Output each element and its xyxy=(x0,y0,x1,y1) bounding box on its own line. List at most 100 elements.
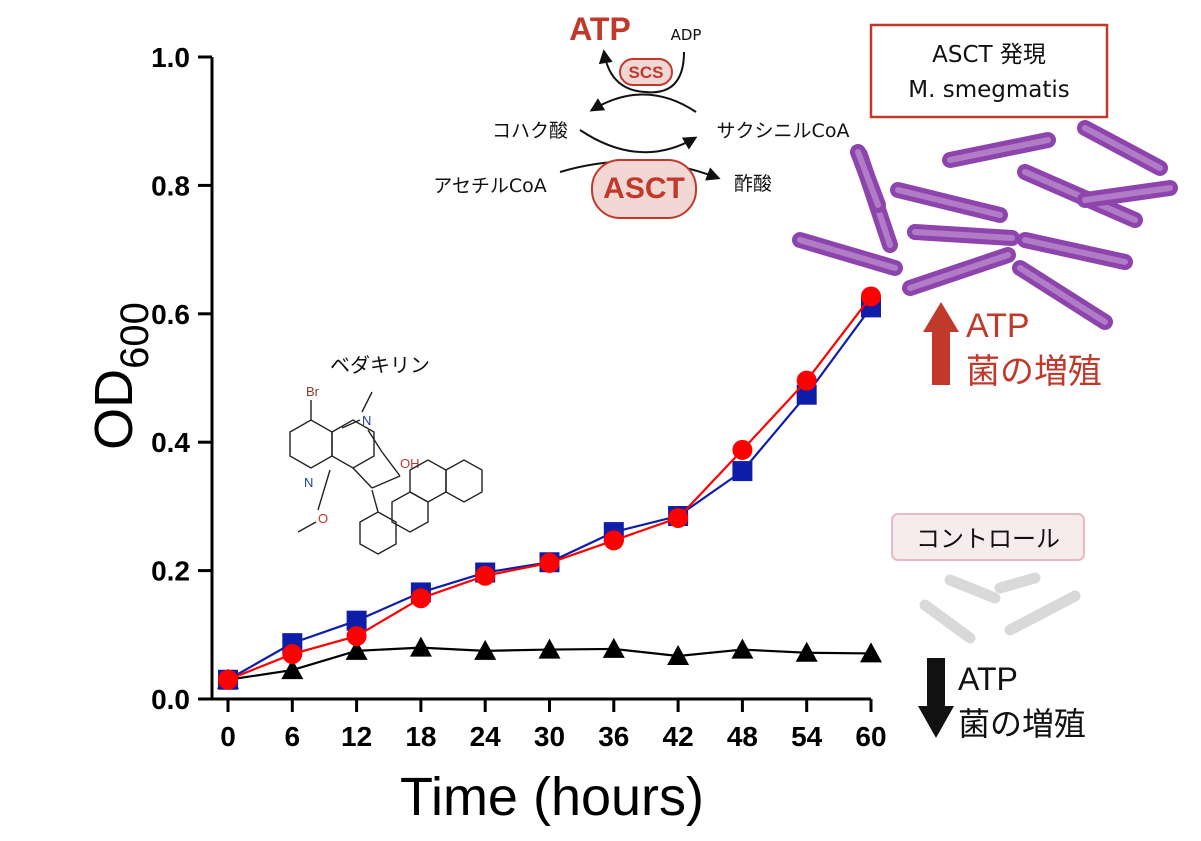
data-point-circle xyxy=(861,286,881,307)
up-arrow-icon xyxy=(923,302,959,385)
bacterium-control xyxy=(919,599,976,644)
bond-methyl xyxy=(297,521,317,533)
x-tick-label: 0 xyxy=(220,721,236,752)
atp-arc-arrow xyxy=(598,49,685,94)
control-box-label: コントロール xyxy=(916,525,1060,553)
bacterium-control xyxy=(944,574,1001,604)
asct-box xyxy=(869,23,1109,119)
y-ticks: 0.0 0.2 0.4 0.6 0.8 1.0 xyxy=(151,42,212,715)
data-point-circle xyxy=(796,370,817,391)
acetyl-coa-label: アセチルCoA xyxy=(433,175,547,197)
up-atp-label: ATP xyxy=(966,307,1030,345)
x-tick-label: 48 xyxy=(727,721,758,752)
data-point-triangle xyxy=(538,638,561,659)
succinate-label: コハク酸 xyxy=(492,120,568,142)
data-point-circle xyxy=(539,552,560,573)
y-axis-title-main: OD xyxy=(84,369,144,450)
data-point-triangle xyxy=(667,644,690,665)
data-point-square xyxy=(796,384,817,405)
bacterium-asct-highlight xyxy=(1017,265,1108,325)
scs-label: SCS xyxy=(629,63,664,82)
data-point-triangle xyxy=(474,639,497,660)
pathway-adp-label: ADP xyxy=(671,26,702,44)
bacterium-control xyxy=(1004,590,1081,636)
asct-box-line2: M. smegmatis xyxy=(908,77,1070,103)
y-axis-title: OD600 xyxy=(84,302,157,450)
bacterium-asct-highlight xyxy=(895,187,1003,218)
data-point-triangle xyxy=(281,659,304,680)
svg-text:OD600: OD600 xyxy=(84,302,157,450)
x-tick-label: 18 xyxy=(405,721,436,752)
x-tick-label: 54 xyxy=(791,721,823,752)
br-atom: Br xyxy=(306,384,320,399)
asct-box-line1: ASCT 発現 xyxy=(932,42,1046,68)
control-box xyxy=(891,513,1085,561)
x-ticks: 0 6 12 18 24 30 36 42 48 54 60 xyxy=(220,699,887,752)
x-tick-label: 42 xyxy=(663,721,694,752)
n-ring-atom: N xyxy=(304,475,313,490)
data-point-circle xyxy=(410,588,431,609)
data-point-circle xyxy=(668,507,689,528)
data-point-triangle xyxy=(409,636,432,657)
asct-bacteria-cluster xyxy=(792,120,1178,330)
down-growth-label: 菌の増殖 xyxy=(958,705,1086,743)
x-axis-title: Time (hours) xyxy=(400,767,704,827)
bond-nme-1 xyxy=(361,391,373,413)
bond-chain-1 xyxy=(352,467,373,489)
x-tick-label: 60 xyxy=(855,721,886,752)
control-bacteria-cluster xyxy=(919,572,1081,644)
bacterium-asct-highlight xyxy=(912,229,1015,241)
bacterium-asct-highlight xyxy=(1082,185,1173,203)
quinoline-ring-right xyxy=(331,419,375,469)
asct-label: ASCT xyxy=(603,172,685,205)
data-point-circle xyxy=(603,530,624,551)
o-atom: O xyxy=(318,511,328,526)
y-axis-title-sub: 600 xyxy=(113,302,157,369)
bacterium-asct-highlight xyxy=(797,237,898,271)
lower-cycle-arrow xyxy=(579,129,698,154)
y-tick-label: 1.0 xyxy=(151,42,190,73)
pathway-diagram: ATP ADP SCS コハク酸 サクシニルCoA アセチルCoA 酢酸 ASC… xyxy=(433,11,850,219)
data-point-circle xyxy=(282,644,303,665)
data-point-triangle xyxy=(860,642,882,663)
data-point-circle xyxy=(732,439,753,460)
bond-phenyl xyxy=(371,489,379,513)
bond-chain-2 xyxy=(371,475,401,489)
series-square xyxy=(218,297,881,690)
bond-ome xyxy=(317,469,331,511)
x-tick-label: 30 xyxy=(534,721,565,752)
quinoline-ring-left xyxy=(289,419,333,469)
bond-nme-2 xyxy=(341,419,361,429)
pathway-atp-label: ATP xyxy=(569,11,631,47)
series-triangle xyxy=(217,636,882,689)
data-point-triangle xyxy=(602,637,625,658)
y-tick-label: 0.2 xyxy=(151,556,190,587)
scs-pill xyxy=(619,58,673,86)
bond-chain-4 xyxy=(367,429,383,453)
bacterium-asct-highlight xyxy=(1022,237,1128,265)
x-tick-label: 6 xyxy=(285,721,301,752)
data-point-triangle xyxy=(345,639,368,660)
data-point-circle xyxy=(218,669,238,690)
asct-pill xyxy=(591,159,697,219)
y-tick-label: 0.8 xyxy=(151,170,190,201)
x-tick-label: 24 xyxy=(470,721,502,752)
down-arrow-icon xyxy=(918,658,954,738)
naphthyl-ring-b xyxy=(445,459,483,503)
n-amine-atom: N xyxy=(362,413,371,428)
bond-chain-3 xyxy=(381,451,401,477)
series-layer xyxy=(217,286,882,690)
molecule-name: ベダキリン xyxy=(330,353,430,377)
succinyl-coa-label: サクシニルCoA xyxy=(717,120,850,142)
up-growth-label: 菌の増殖 xyxy=(966,352,1102,392)
series-line xyxy=(227,306,872,681)
x-tick-label: 36 xyxy=(598,721,629,752)
phenyl-ring xyxy=(359,511,397,555)
bacterium-asct-highlight xyxy=(907,252,1011,291)
bacterium-asct-highlight xyxy=(1082,125,1163,171)
y-tick-label: 0.6 xyxy=(151,299,190,330)
data-point-triangle xyxy=(795,641,818,662)
data-point-circle xyxy=(475,565,496,586)
bedaquiline-structure: ベダキリン Br N O N OH xyxy=(289,353,483,555)
